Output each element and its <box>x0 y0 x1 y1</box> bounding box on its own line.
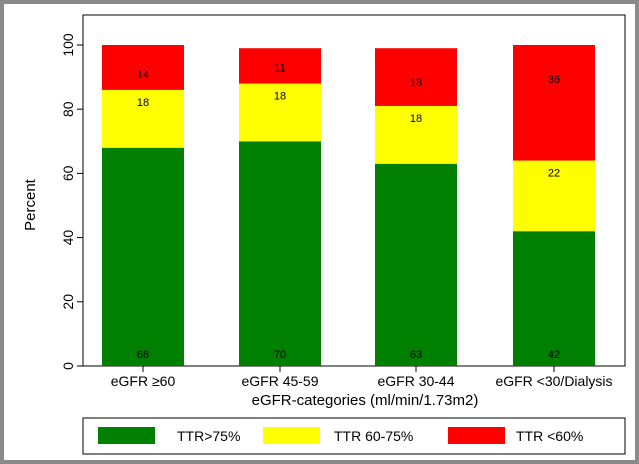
x-tick-label: eGFR 45-59 <box>241 373 318 389</box>
y-tick-label: 60 <box>60 165 76 181</box>
x-tick-label: eGFR <30/Dialysis <box>495 373 612 389</box>
bar-data-label: 63 <box>410 349 422 361</box>
bar-segment <box>239 141 321 366</box>
bar-data-label: 36 <box>548 74 560 86</box>
plot-border <box>82 14 626 367</box>
legend: TTR>75% TTR 60-75% TTR <60% <box>82 417 626 455</box>
bar-data-label: 14 <box>137 69 149 81</box>
bar-segment <box>102 45 184 90</box>
bar-data-label: 18 <box>410 113 422 125</box>
plot-area: 0 20 40 60 80 100 68 18 14 eGFR ≥60 70 18 11 eGFR 45-… <box>60 14 626 389</box>
bar-segment <box>239 48 321 84</box>
y-tick-label: 100 <box>60 33 76 57</box>
bar-data-label: 68 <box>137 349 149 361</box>
x-tick-label: eGFR ≥60 <box>111 373 176 389</box>
bar-data-label: 18 <box>410 77 422 89</box>
y-tick-label: 0 <box>60 362 76 370</box>
y-axis-title: Percent <box>22 178 39 231</box>
y-tick-label: 40 <box>60 230 76 246</box>
legend-label: TTR <60% <box>516 428 583 444</box>
bar-segment <box>102 89 184 148</box>
bar-segment <box>375 163 457 366</box>
bar-segment <box>513 231 595 366</box>
bar-data-label: 18 <box>274 91 286 103</box>
legend-label: TTR 60-75% <box>334 428 413 444</box>
bar-data-label: 11 <box>274 63 285 75</box>
bar-data-label: 18 <box>137 97 149 109</box>
y-tick-label: 80 <box>60 101 76 117</box>
bar-segment <box>375 105 457 164</box>
bar-data-label: 22 <box>548 168 560 180</box>
legend-swatch <box>448 427 505 444</box>
bar-segment <box>513 160 595 232</box>
legend-box <box>82 417 626 455</box>
x-tick-label: eGFR 30-44 <box>377 373 454 389</box>
bar-data-label: 70 <box>274 349 286 361</box>
bar-segment <box>513 45 595 161</box>
bar-data-label: 42 <box>548 349 560 361</box>
legend-swatch <box>98 427 155 444</box>
bar-segment <box>239 83 321 142</box>
bar-segment <box>375 48 457 106</box>
legend-swatch <box>263 427 320 444</box>
x-axis-title: eGFR-categories (ml/min/1.73m2) <box>252 392 479 409</box>
legend-label: TTR>75% <box>177 428 240 444</box>
bar-segment <box>102 147 184 366</box>
y-tick-label: 20 <box>60 294 76 310</box>
